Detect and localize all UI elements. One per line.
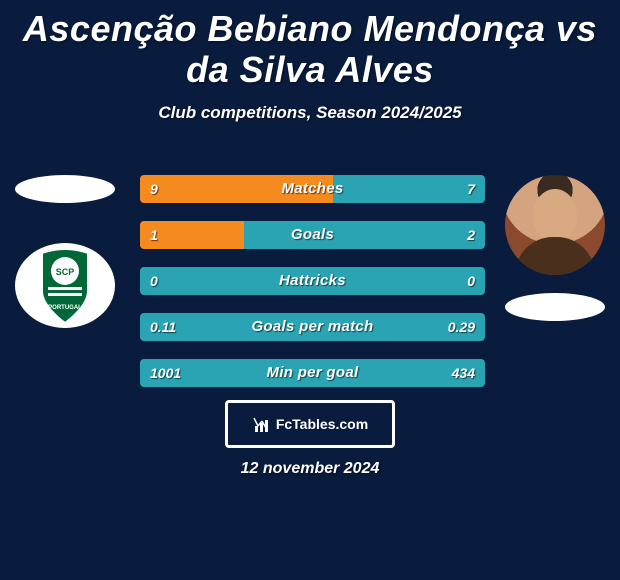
left-column: SCP PORTUGAL [10, 175, 120, 328]
stats-bars: 97Matches 12Goals 00Hattricks 0.110.29Goals… [140, 175, 485, 405]
chart-icon [252, 416, 272, 432]
date-text: 12 november 2024 [0, 460, 620, 478]
stat-row: 97Matches [140, 175, 485, 203]
stat-row: 0.110.29Goals per match [140, 313, 485, 341]
footer-attribution: FcTables.com [225, 400, 395, 448]
stat-label: Hattricks [140, 267, 485, 295]
stat-row: 12Goals [140, 221, 485, 249]
stat-row: 1001434Min per goal [140, 359, 485, 387]
scp-badge-icon: SCP PORTUGAL [34, 247, 96, 325]
footer-text: FcTables.com [276, 416, 368, 432]
left-placeholder-top [15, 175, 115, 203]
left-club-logo: SCP PORTUGAL [15, 243, 115, 328]
right-player-photo [505, 175, 605, 275]
subtitle: Club competitions, Season 2024/2025 [0, 103, 620, 123]
right-placeholder-bottom [505, 293, 605, 321]
stat-row: 00Hattricks [140, 267, 485, 295]
stat-label: Goals [140, 221, 485, 249]
stat-label: Matches [140, 175, 485, 203]
page-title: Ascenção Bebiano Mendonça vs da Silva Al… [0, 0, 620, 91]
stat-label: Min per goal [140, 359, 485, 387]
svg-text:SCP: SCP [56, 267, 75, 277]
svg-text:PORTUGAL: PORTUGAL [48, 305, 82, 311]
right-column [500, 175, 610, 321]
stat-label: Goals per match [140, 313, 485, 341]
